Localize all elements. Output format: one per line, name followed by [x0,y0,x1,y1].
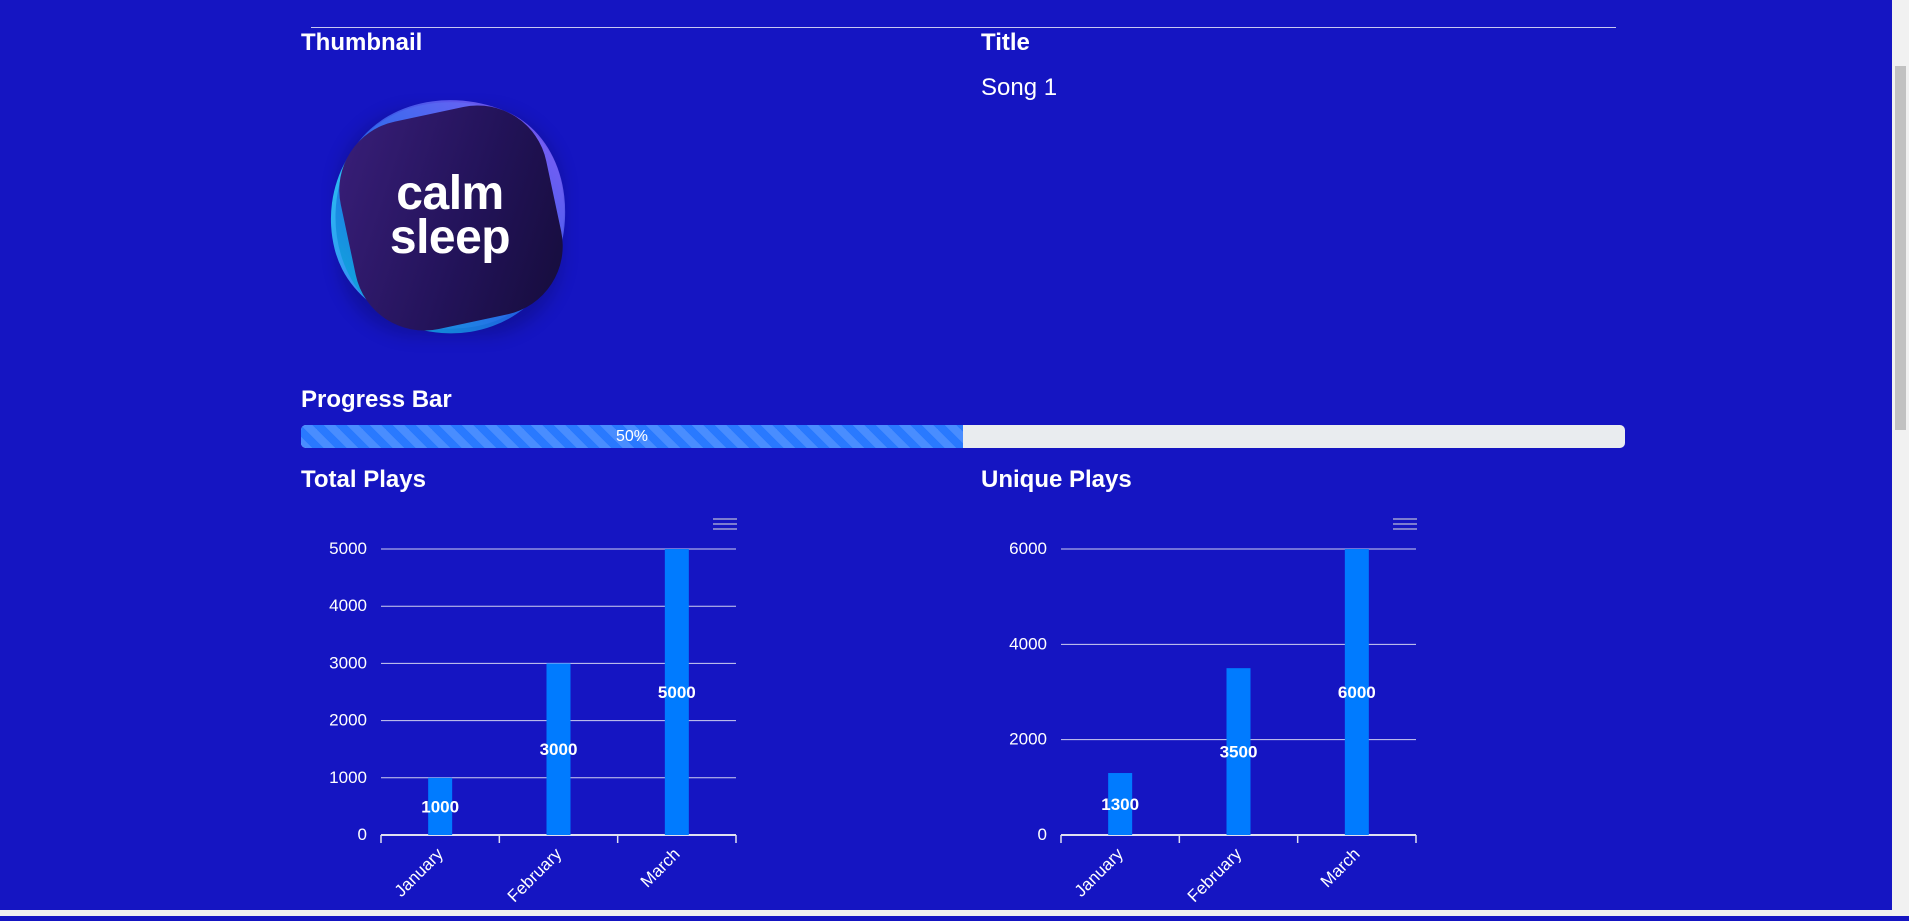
unique-plays-chart-svg: 0 2000 4000 6000 1300 January 3500 February 6000… [1009,539,1417,906]
data-label: 6000 [1338,683,1376,702]
y-tick-label: 4000 [329,596,367,615]
y-tick-label: 5000 [329,539,367,558]
x-tick-label: March [637,844,684,891]
data-label: 1000 [421,797,459,816]
bar [1108,773,1133,835]
chart-menu-icon[interactable] [713,515,737,533]
bar [664,549,689,835]
data-label: 3500 [1220,743,1258,762]
bar [428,777,453,835]
x-tick-label: February [1184,844,1246,906]
thumbnail-heading: Thumbnail [301,29,423,56]
scrollbar-thumb[interactable] [1895,66,1906,430]
bar [1226,668,1251,835]
y-tick-label: 3000 [329,653,367,672]
bottom-edge [0,910,1892,916]
y-tick-label: 0 [358,825,367,844]
total-plays-heading: Total Plays [301,466,426,493]
progress-bar-heading: Progress Bar [301,386,452,413]
x-tick-label: March [1317,844,1364,891]
chart-menu-icon[interactable] [1393,515,1417,533]
thumbnail-logo-text: calm sleep [389,167,511,264]
unique-plays-chart: 0 2000 4000 6000 1300 January 3500 February 6000… [981,500,1451,916]
x-tick-label: January [391,844,448,901]
y-tick-label: 6000 [1009,539,1047,558]
y-tick-label: 2000 [329,711,367,730]
progress-bar: 50% [301,425,1625,448]
y-tick-label: 2000 [1009,730,1047,749]
y-tick-label: 0 [1038,825,1047,844]
data-label: 1300 [1101,795,1139,814]
total-plays-chart: 0 1000 2000 3000 4000 5000 1000 January 3000 Febr… [301,500,771,916]
song-title: Song 1 [981,74,1058,101]
title-heading: Title [981,29,1030,56]
data-label: 5000 [658,683,696,702]
y-tick-label: 4000 [1009,634,1047,653]
top-divider [311,27,1616,28]
progress-bar-fill: 50% [301,425,963,448]
progress-label: 50% [615,428,649,445]
x-tick-label: January [1071,844,1128,901]
page-scrollbar[interactable] [1892,0,1909,916]
bar [546,663,571,835]
y-tick-label: 1000 [329,768,367,787]
song-thumbnail: calm sleep [298,63,602,369]
unique-plays-heading: Unique Plays [981,466,1132,493]
x-tick-label: February [504,844,566,906]
total-plays-chart-svg: 0 1000 2000 3000 4000 5000 1000 January 3000 Febr… [329,539,737,906]
data-label: 3000 [540,740,578,759]
bar [1344,549,1369,835]
